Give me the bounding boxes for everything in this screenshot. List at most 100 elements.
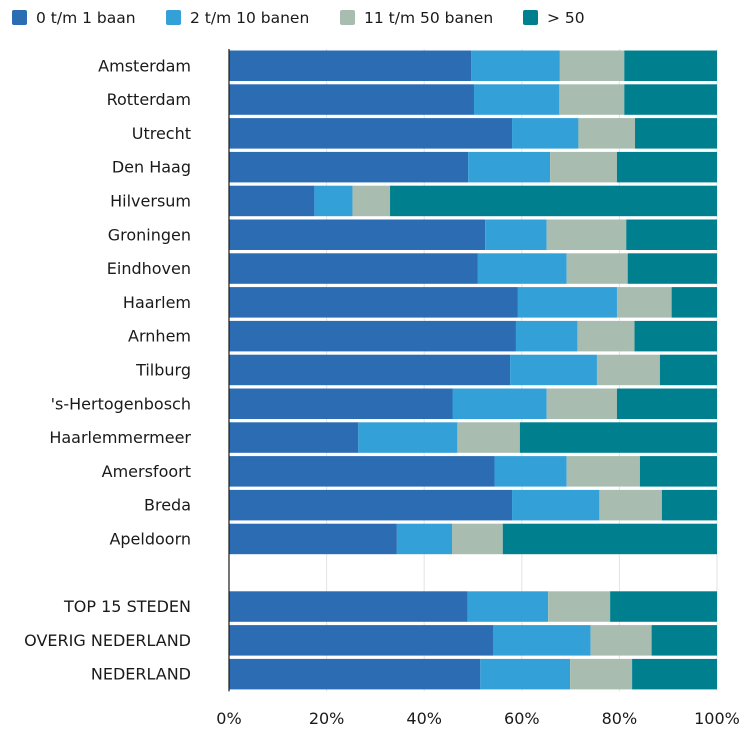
category-label-2: Utrecht [132, 124, 191, 143]
bar-segment-18-0 [229, 658, 481, 690]
x-tick-label-5: 100% [694, 709, 740, 728]
category-label-7: Haarlem [123, 293, 191, 312]
bar-segment-0-1 [471, 50, 560, 81]
category-labels: Amsterdam Rotterdam Utrecht Den Haag Hilvers… [24, 56, 191, 683]
bar-segment-16-3 [610, 591, 717, 622]
category-label-12: Amersfoort [102, 462, 191, 481]
bar-segment-0-3 [624, 50, 717, 81]
category-label-9: Tilburg [135, 360, 191, 379]
bar-segment-8-3 [634, 320, 717, 352]
category-label-0: Amsterdam [98, 56, 191, 75]
bar-segment-8-0 [229, 320, 516, 352]
bar-segment-12-3 [639, 456, 717, 487]
bar-segment-17-2 [590, 625, 652, 656]
bar-segment-16-2 [548, 591, 611, 622]
category-label-17: OVERIG NEDERLAND [24, 631, 191, 650]
bar-segment-10-1 [452, 388, 547, 419]
bar-segment-6-1 [477, 253, 567, 284]
bar-segment-5-1 [485, 219, 547, 250]
bar-segment-10-2 [546, 388, 617, 419]
category-label-16: TOP 15 STEDEN [63, 597, 191, 616]
bar-segment-17-1 [493, 625, 591, 656]
legend: 0 t/m 1 baan 2 t/m 10 banen 11 t/m 50 bane… [12, 9, 585, 27]
bar-segment-1-2 [559, 84, 625, 115]
bar-segment-5-3 [626, 219, 717, 250]
bar-segment-7-1 [517, 287, 617, 318]
bar-segment-7-3 [671, 287, 717, 318]
bar-segment-2-2 [578, 118, 636, 149]
bar-segment-11-3 [519, 422, 717, 453]
x-tick-label-2: 40% [406, 709, 442, 728]
bar-segment-14-0 [229, 523, 397, 555]
bar-segment-10-3 [616, 388, 717, 419]
x-axis-ticks: 0% 20% 40% 60% 80% 100% [216, 709, 740, 728]
legend-label-3: > 50 [547, 9, 585, 27]
bar-segment-12-2 [566, 456, 640, 487]
bar-segment-18-1 [480, 658, 571, 690]
bar-segment-2-1 [512, 118, 579, 149]
category-label-8: Arnhem [128, 327, 191, 346]
legend-label-2: 11 t/m 50 banen [364, 9, 493, 27]
bar-segment-6-3 [627, 253, 717, 284]
bar-segment-13-2 [599, 489, 662, 521]
bar-segment-4-0 [229, 185, 315, 217]
bar-segment-13-1 [512, 489, 600, 521]
bar-segment-11-1 [358, 422, 458, 453]
bar-segment-13-3 [661, 489, 717, 521]
x-tick-label-1: 20% [309, 709, 345, 728]
category-label-10: 's-Hertogenbosch [51, 394, 191, 413]
bar-segment-7-0 [229, 287, 518, 318]
bar-segment-8-1 [515, 320, 578, 352]
legend-swatch-1 [166, 10, 181, 25]
bar-segment-0-0 [229, 50, 472, 81]
bar-segment-6-0 [229, 253, 478, 284]
bar-segment-5-0 [229, 219, 486, 250]
bar-segment-14-3 [502, 523, 717, 555]
bar-segment-14-1 [396, 523, 453, 555]
bar-segment-6-2 [566, 253, 628, 284]
bar-segment-18-2 [570, 658, 633, 690]
bar-segment-12-0 [229, 456, 495, 487]
legend-label-0: 0 t/m 1 baan [36, 9, 136, 27]
category-label-4: Hilversum [110, 191, 191, 210]
bar-segment-0-2 [559, 50, 625, 81]
bar-segment-3-3 [616, 151, 717, 183]
category-label-5: Groningen [108, 225, 191, 244]
bar-segment-8-2 [577, 320, 635, 352]
x-tick-label-4: 80% [602, 709, 638, 728]
category-label-13: Breda [144, 496, 191, 515]
category-label-3: Den Haag [112, 158, 191, 177]
bar-segment-3-1 [468, 151, 551, 183]
bar-segment-5-2 [546, 219, 627, 250]
x-tick-label-0: 0% [216, 709, 241, 728]
bar-segment-10-0 [229, 388, 453, 419]
legend-swatch-3 [523, 10, 538, 25]
bar-segment-12-1 [494, 456, 567, 487]
category-label-1: Rotterdam [107, 90, 191, 109]
bar-segment-2-3 [635, 118, 717, 149]
bar-segment-1-0 [229, 84, 474, 115]
bar-segment-4-3 [390, 185, 717, 217]
bar-segment-13-0 [229, 489, 513, 521]
x-tick-label-3: 60% [504, 709, 540, 728]
legend-swatch-2 [340, 10, 355, 25]
legend-label-1: 2 t/m 10 banen [190, 9, 309, 27]
bar-segment-2-0 [229, 118, 513, 149]
bar-segment-14-2 [452, 523, 503, 555]
bar-segment-9-3 [659, 354, 717, 386]
bar-segment-11-0 [229, 422, 359, 453]
category-label-6: Eindhoven [107, 259, 191, 278]
category-label-14: Apeldoorn [109, 529, 191, 548]
category-label-11: Haarlemmermeer [49, 428, 191, 447]
bar-segment-9-2 [596, 354, 660, 386]
bar-segment-1-1 [473, 84, 560, 115]
bar-segment-9-0 [229, 354, 511, 386]
bar-segment-17-3 [651, 625, 717, 656]
legend-swatch-0 [12, 10, 27, 25]
category-label-18: NEDERLAND [91, 665, 191, 684]
bar-segment-17-0 [229, 625, 494, 656]
bar-segment-11-2 [457, 422, 520, 453]
bar-segment-9-1 [510, 354, 597, 386]
bar-segment-3-2 [550, 151, 617, 183]
